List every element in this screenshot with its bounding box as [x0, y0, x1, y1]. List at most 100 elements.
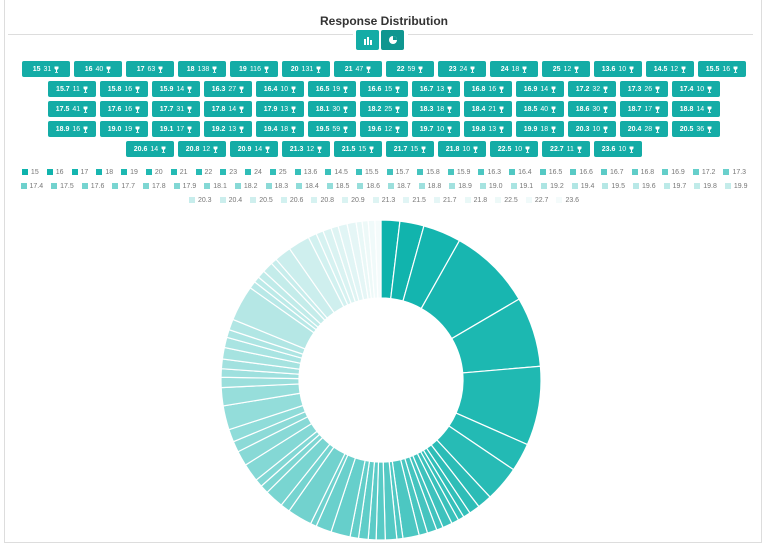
- category-button[interactable]: 25 12: [542, 61, 590, 77]
- legend-item[interactable]: 19.7: [663, 180, 686, 192]
- category-button[interactable]: 18.1 30: [308, 101, 356, 117]
- category-button[interactable]: 15.9 14: [152, 81, 200, 97]
- legend-item[interactable]: 24: [245, 166, 262, 178]
- legend-item[interactable]: 16.6: [570, 166, 593, 178]
- category-button[interactable]: 18 138: [178, 61, 226, 77]
- category-button[interactable]: 16.7 13: [412, 81, 460, 97]
- category-button[interactable]: 17 63: [126, 61, 174, 77]
- category-button[interactable]: 19.5 59: [308, 121, 356, 137]
- legend-item[interactable]: 20: [145, 166, 163, 178]
- legend-item[interactable]: 16.5: [539, 166, 562, 178]
- legend-item[interactable]: 20.9: [342, 194, 365, 206]
- category-button[interactable]: 22 59: [386, 61, 434, 77]
- category-button[interactable]: 17.2 32: [568, 81, 616, 97]
- legend-item[interactable]: 17.9: [173, 180, 196, 192]
- legend-item[interactable]: 17.5: [51, 180, 74, 192]
- legend-item[interactable]: 21.8: [464, 194, 487, 206]
- category-button[interactable]: 19.8 13: [464, 121, 512, 137]
- legend-item[interactable]: 18.3: [265, 180, 288, 192]
- category-button[interactable]: 18.4 21: [464, 101, 512, 117]
- bar-view-button[interactable]: [356, 30, 379, 50]
- legend-item[interactable]: 15: [21, 166, 39, 178]
- category-button[interactable]: 20.5 36: [672, 121, 720, 137]
- category-button[interactable]: 23 24: [438, 61, 486, 77]
- legend-item[interactable]: 19.4: [571, 180, 594, 192]
- category-button[interactable]: 20.6 14: [126, 141, 174, 157]
- legend-item[interactable]: 18.7: [388, 180, 411, 192]
- legend-item[interactable]: 20.4: [219, 194, 242, 206]
- category-button[interactable]: 20.9 14: [230, 141, 278, 157]
- category-button[interactable]: 22.7 11: [542, 141, 590, 157]
- legend-item[interactable]: 16.4: [509, 166, 532, 178]
- category-button[interactable]: 19.6 12: [360, 121, 408, 137]
- legend-item[interactable]: 20.6: [280, 194, 303, 206]
- category-button[interactable]: 18.3 18: [412, 101, 460, 117]
- category-button[interactable]: 15 31: [22, 61, 70, 77]
- category-button[interactable]: 16.6 15: [360, 81, 408, 97]
- legend-item[interactable]: 16.3: [478, 166, 501, 178]
- category-button[interactable]: 20 131: [282, 61, 330, 77]
- legend-item[interactable]: 25: [269, 166, 287, 178]
- legend-item[interactable]: 17.7: [112, 180, 135, 192]
- legend-item[interactable]: 18.6: [357, 180, 380, 192]
- legend-item[interactable]: 17.3: [723, 166, 746, 178]
- legend-item[interactable]: 20.3: [188, 194, 212, 206]
- category-button[interactable]: 19.9 18: [516, 121, 564, 137]
- legend-item[interactable]: 15.5: [355, 166, 379, 178]
- legend-item[interactable]: 16.7: [600, 166, 624, 178]
- legend-item[interactable]: 21.7: [433, 194, 457, 206]
- category-button[interactable]: 17.5 41: [48, 101, 96, 117]
- category-button[interactable]: 22.5 10: [490, 141, 538, 157]
- legend-item[interactable]: 15.9: [447, 166, 470, 178]
- legend-item[interactable]: 21.5: [403, 194, 426, 206]
- legend-item[interactable]: 14.5: [325, 166, 348, 178]
- category-button[interactable]: 13.6 10: [594, 61, 642, 77]
- category-button[interactable]: 17.3 26: [620, 81, 668, 97]
- legend-item[interactable]: 13.6: [294, 166, 317, 178]
- category-button[interactable]: 21.3 12: [282, 141, 330, 157]
- category-button[interactable]: 16.4 10: [256, 81, 304, 97]
- category-button[interactable]: 18.9 16: [48, 121, 96, 137]
- legend-item[interactable]: 20.5: [250, 194, 273, 206]
- legend-item[interactable]: 19.0: [479, 180, 503, 192]
- category-button[interactable]: 17.6 16: [100, 101, 148, 117]
- legend-item[interactable]: 22.7: [525, 194, 548, 206]
- category-button[interactable]: 15.7 11: [48, 81, 96, 97]
- legend-item[interactable]: 19.6: [633, 180, 656, 192]
- donut-slice[interactable]: [374, 219, 382, 299]
- legend-item[interactable]: 23: [220, 166, 237, 178]
- category-button[interactable]: 16 40: [74, 61, 122, 77]
- legend-item[interactable]: 17.8: [143, 180, 166, 192]
- legend-item[interactable]: 15.7: [386, 166, 409, 178]
- category-button[interactable]: 20.3 10: [568, 121, 616, 137]
- legend-item[interactable]: 22: [195, 166, 212, 178]
- category-button[interactable]: 15.8 16: [100, 81, 148, 97]
- category-button[interactable]: 21 47: [334, 61, 382, 77]
- category-button[interactable]: 23.6 10: [594, 141, 642, 157]
- category-button[interactable]: 16.9 14: [516, 81, 564, 97]
- category-button[interactable]: 19 116: [230, 61, 278, 77]
- legend-item[interactable]: 16.9: [662, 166, 685, 178]
- legend-item[interactable]: 18.5: [326, 180, 349, 192]
- legend-item[interactable]: 19.9: [724, 180, 748, 192]
- category-button[interactable]: 20.4 28: [620, 121, 668, 137]
- category-button[interactable]: 21.7 15: [386, 141, 434, 157]
- legend-item[interactable]: 18.2: [234, 180, 258, 192]
- legend-item[interactable]: 17.6: [81, 180, 104, 192]
- legend-item[interactable]: 17.2: [692, 166, 715, 178]
- category-button[interactable]: 18.2 25: [360, 101, 408, 117]
- legend-item[interactable]: 18.9: [449, 180, 472, 192]
- category-button[interactable]: 18.8 14: [672, 101, 720, 117]
- legend-item[interactable]: 17.4: [20, 180, 43, 192]
- category-button[interactable]: 14.5 12: [646, 61, 694, 77]
- category-button[interactable]: 19.1 17: [152, 121, 200, 137]
- category-button[interactable]: 16.3 27: [204, 81, 252, 97]
- legend-item[interactable]: 16: [46, 166, 64, 178]
- legend-item[interactable]: 15.8: [417, 166, 440, 178]
- category-button[interactable]: 19.4 18: [256, 121, 304, 137]
- legend-item[interactable]: 21: [170, 166, 188, 178]
- category-button[interactable]: 19.0 19: [100, 121, 148, 137]
- category-button[interactable]: 21.8 10: [438, 141, 486, 157]
- legend-item[interactable]: 19.8: [694, 180, 717, 192]
- legend-item[interactable]: 18.8: [418, 180, 441, 192]
